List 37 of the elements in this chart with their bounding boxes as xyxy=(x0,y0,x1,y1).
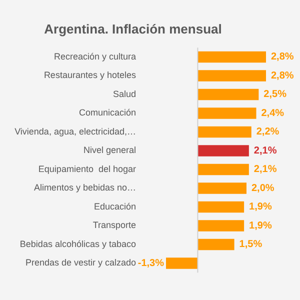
y-tick-label: Educación xyxy=(94,201,136,212)
bar xyxy=(198,70,266,82)
data-label: 1,9% xyxy=(249,220,272,232)
bar xyxy=(198,51,266,63)
bar xyxy=(198,220,244,232)
data-label: -1,3% xyxy=(138,258,164,269)
data-label: 1,5% xyxy=(239,239,262,250)
y-tick-label: Bebidas alcohólicas y tabaco xyxy=(20,238,136,249)
bar xyxy=(198,164,249,176)
bar xyxy=(198,145,249,156)
data-label: 2,8% xyxy=(271,52,294,63)
y-tick-label: Restaurantes y hoteles xyxy=(44,70,136,80)
y-tick-label: Alimentos y bebidas no… xyxy=(34,182,136,193)
data-label: 2,1% xyxy=(254,164,277,176)
y-tick-label: Vivienda, agua, electricidad,… xyxy=(14,126,136,136)
bar xyxy=(198,201,244,213)
data-label: 2,5% xyxy=(264,89,287,100)
chart-title: Argentina. Inflación mensual xyxy=(44,21,222,36)
y-tick-label: Transporte xyxy=(92,220,136,230)
bar xyxy=(198,88,259,100)
y-tick-label: Recreación y cultura xyxy=(54,51,136,62)
bar xyxy=(198,108,256,119)
y-tick-label: Equipamiento del hogar xyxy=(38,164,136,174)
y-tick-label: Salud xyxy=(112,88,136,99)
y-tick-label: Comunicación xyxy=(78,108,136,118)
bar xyxy=(198,182,246,194)
data-label: 2,2% xyxy=(256,126,280,138)
y-tick-label: Prendas de vestir y calzado xyxy=(25,258,136,268)
y-tick-label: Nivel general xyxy=(83,145,136,156)
data-label: 1,9% xyxy=(249,202,272,213)
bar xyxy=(198,126,252,138)
data-label: 2,0% xyxy=(251,182,274,194)
data-label: 2,4% xyxy=(261,108,284,119)
bar xyxy=(166,258,198,269)
bar xyxy=(198,238,234,250)
data-label: 2,1% xyxy=(254,145,277,156)
data-label: 2,8% xyxy=(271,70,294,82)
